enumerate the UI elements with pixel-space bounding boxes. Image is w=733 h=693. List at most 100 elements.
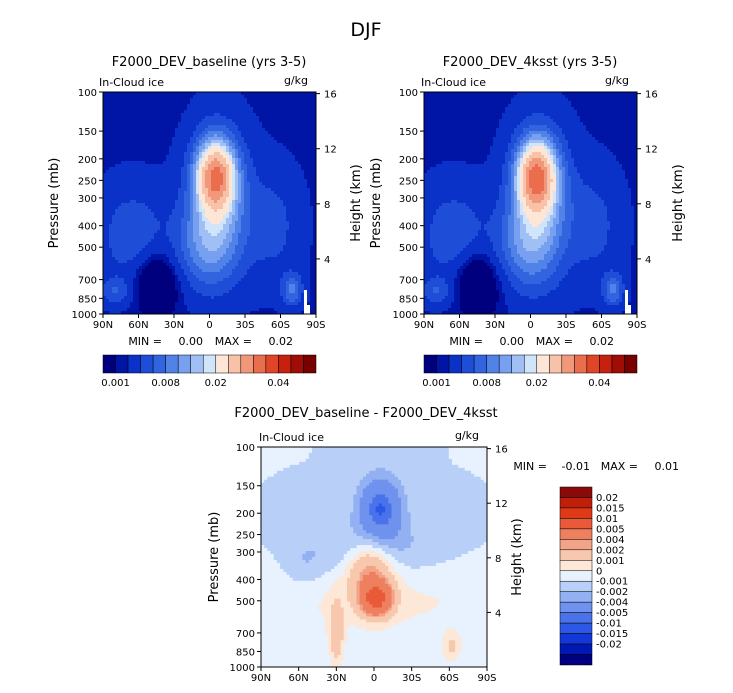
contour-cell bbox=[148, 197, 152, 201]
contour-cell bbox=[259, 245, 263, 249]
contour-cell bbox=[133, 131, 137, 135]
contour-cell bbox=[166, 101, 170, 105]
contour-cell bbox=[112, 188, 116, 192]
contour-cell bbox=[280, 188, 284, 192]
contour-cell bbox=[178, 245, 182, 249]
contour-cell bbox=[241, 197, 245, 201]
contour-cell bbox=[184, 281, 188, 285]
contour-cell bbox=[136, 104, 140, 108]
contour-cell bbox=[181, 122, 185, 126]
contour-cell bbox=[274, 146, 278, 150]
contour-cell bbox=[301, 263, 305, 267]
contour-cell bbox=[103, 254, 107, 258]
contour-cell bbox=[232, 242, 236, 246]
contour-cell bbox=[187, 113, 191, 117]
contour-cell bbox=[160, 164, 164, 168]
contour-cell bbox=[310, 242, 314, 246]
contour-cell bbox=[181, 101, 185, 105]
contour-cell bbox=[232, 239, 236, 243]
contour-cell bbox=[307, 188, 311, 192]
contour-cell bbox=[301, 101, 305, 105]
contour-cell bbox=[235, 188, 239, 192]
contour-cell bbox=[289, 173, 293, 177]
contour-cell bbox=[148, 272, 152, 276]
contour-cell bbox=[145, 155, 149, 159]
contour-cell bbox=[187, 125, 191, 129]
contour-cell bbox=[139, 155, 143, 159]
contour-cell bbox=[175, 113, 179, 117]
contour-cell bbox=[262, 215, 266, 219]
contour-cell bbox=[133, 218, 137, 222]
contour-cell bbox=[244, 293, 248, 297]
contour-cell bbox=[121, 203, 125, 207]
contour-cell bbox=[202, 239, 206, 243]
contour-cell bbox=[298, 140, 302, 144]
contour-cell bbox=[277, 179, 281, 183]
contour-cell bbox=[157, 203, 161, 207]
contour-cell bbox=[136, 191, 140, 195]
contour-cell bbox=[166, 272, 170, 276]
contour-cell bbox=[154, 197, 158, 201]
contour-cell bbox=[292, 251, 296, 255]
contour-cell bbox=[163, 221, 167, 225]
contour-cell bbox=[235, 131, 239, 135]
contour-cell bbox=[115, 113, 119, 117]
contour-cell bbox=[127, 212, 131, 216]
contour-cell bbox=[238, 278, 242, 282]
contour-cell bbox=[103, 164, 107, 168]
contour-cell bbox=[169, 203, 173, 207]
contour-cell bbox=[133, 284, 137, 288]
contour-cell bbox=[151, 260, 155, 264]
contour-cell bbox=[184, 101, 188, 105]
contour-cell bbox=[241, 158, 245, 162]
contour-cell bbox=[175, 299, 179, 303]
contour-cell bbox=[307, 107, 311, 111]
contour-cell bbox=[289, 299, 293, 303]
contour-cell bbox=[103, 200, 107, 204]
contour-cell bbox=[217, 176, 221, 180]
contour-cell bbox=[262, 152, 266, 156]
contour-cell bbox=[244, 212, 248, 216]
contour-cell bbox=[259, 152, 263, 156]
contour-cell bbox=[157, 134, 161, 138]
contour-cell bbox=[205, 287, 209, 291]
contour-cell bbox=[238, 125, 242, 129]
contour-cell bbox=[181, 92, 185, 96]
contour-cell bbox=[154, 221, 158, 225]
contour-cell bbox=[241, 272, 245, 276]
contour-cell bbox=[121, 260, 125, 264]
contour-cell bbox=[289, 281, 293, 285]
contour-cell bbox=[271, 134, 275, 138]
contour-cell bbox=[136, 173, 140, 177]
contour-cell bbox=[127, 185, 131, 189]
contour-cell bbox=[208, 194, 212, 198]
contour-cell bbox=[172, 287, 176, 291]
contour-cell bbox=[178, 158, 182, 162]
contour-cell bbox=[298, 254, 302, 258]
contour-cell bbox=[121, 239, 125, 243]
contour-cell bbox=[313, 248, 316, 252]
contour-cell bbox=[301, 206, 305, 210]
contour-cell bbox=[304, 263, 308, 267]
contour-cell bbox=[133, 179, 137, 183]
contour-cell bbox=[304, 218, 308, 222]
contour-cell bbox=[241, 275, 245, 279]
contour-cell bbox=[259, 182, 263, 186]
contour-cell bbox=[280, 254, 284, 258]
contour-cell bbox=[181, 191, 185, 195]
contour-cell bbox=[280, 167, 284, 171]
contour-cell bbox=[280, 104, 284, 108]
contour-cell bbox=[289, 233, 293, 237]
contour-cell bbox=[139, 104, 143, 108]
contour-cell bbox=[145, 170, 149, 174]
contour-cell bbox=[163, 260, 167, 264]
contour-cell bbox=[298, 128, 302, 132]
contour-cell bbox=[259, 290, 263, 294]
contour-cell bbox=[202, 272, 206, 276]
contour-cell bbox=[151, 302, 155, 306]
contour-cell bbox=[301, 248, 305, 252]
contour-cell bbox=[304, 119, 308, 123]
contour-cell bbox=[232, 203, 236, 207]
contour-cell bbox=[250, 293, 254, 297]
contour-cell bbox=[160, 176, 164, 180]
